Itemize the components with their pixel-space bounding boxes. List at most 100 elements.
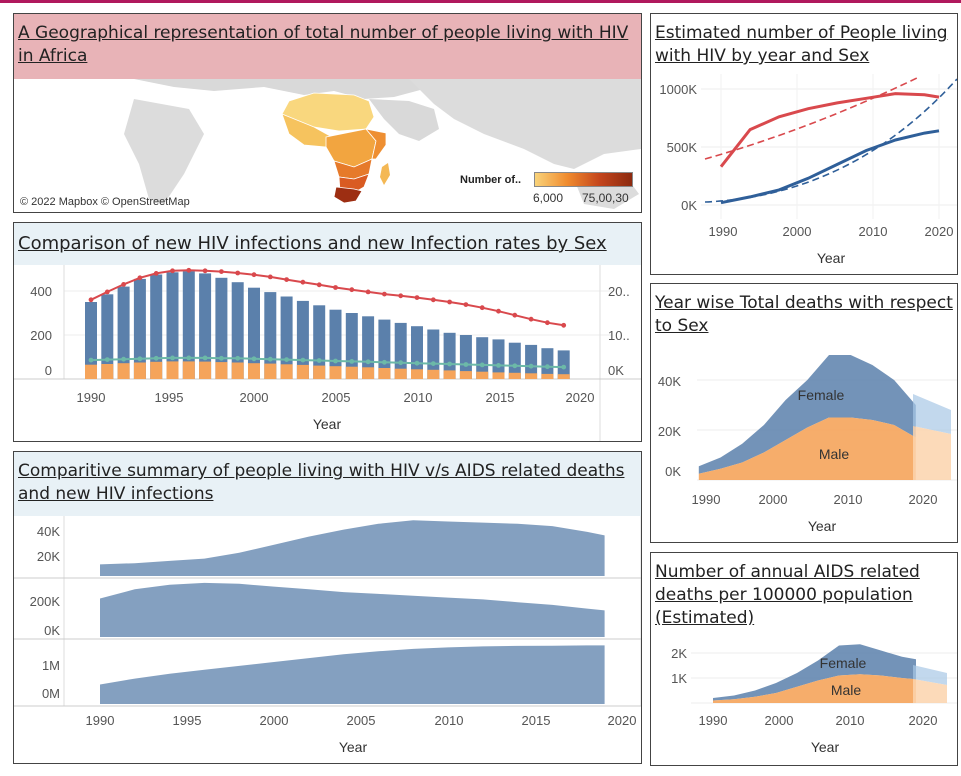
cmp-bar-orange-2011[interactable] xyxy=(427,369,440,379)
cmp-bar-blue-2001[interactable] xyxy=(264,292,277,379)
cmp-bar-orange-1994[interactable] xyxy=(150,361,163,379)
estimated-title[interactable]: Estimated number of People living with H… xyxy=(655,23,948,66)
cmp-rate-point-1-1996[interactable] xyxy=(186,355,192,361)
cmp-rate-point-0-2011[interactable] xyxy=(430,297,436,303)
cmp-bar-blue-1993[interactable] xyxy=(133,278,146,379)
cmp-bar-orange-2015[interactable] xyxy=(492,372,505,379)
cmp-bar-orange-2018[interactable] xyxy=(541,373,554,379)
cmp-bar-blue-2013[interactable] xyxy=(459,335,472,379)
cmp-bar-orange-1990[interactable] xyxy=(85,364,97,379)
cmp-rate-point-1-1993[interactable] xyxy=(137,356,143,362)
cmp-rate-point-0-1993[interactable] xyxy=(137,275,143,281)
cmp-rate-point-1-1990[interactable] xyxy=(88,357,94,363)
cmp-rate-point-0-1992[interactable] xyxy=(121,282,126,287)
cmp-rate-point-0-2013[interactable] xyxy=(463,302,469,307)
cmp-rate-point-0-2016[interactable] xyxy=(512,312,518,318)
cmp-rate-point-1-2000[interactable] xyxy=(251,356,257,362)
cmp-rate-point-0-1996[interactable] xyxy=(186,267,192,273)
cmp-bar-orange-2004[interactable] xyxy=(313,365,326,379)
cmp-bar-orange-1993[interactable] xyxy=(133,362,146,380)
cmp-rate-point-1-2007[interactable] xyxy=(365,359,371,365)
cmp-bar-orange-2006[interactable] xyxy=(345,366,358,379)
cmp-bar-blue-2007[interactable] xyxy=(362,316,375,379)
ds-area-female[interactable] xyxy=(698,355,916,474)
summary-chart[interactable]: 40K 20K 200K 0K 1M 0M 1990 1995 2000 200… xyxy=(14,516,641,764)
cmp-bars-group[interactable] xyxy=(85,271,570,379)
cmp-bar-orange-2014[interactable] xyxy=(476,371,489,379)
cmp-rate-point-0-2009[interactable] xyxy=(398,293,404,299)
comparison-chart[interactable]: 400 200 0 20.. 10.. 0K 1990 1995 2000 20… xyxy=(14,265,641,441)
cmp-bar-orange-1998[interactable] xyxy=(215,362,228,379)
cmp-bar-blue-1997[interactable] xyxy=(199,273,212,379)
cmp-rate-point-1-1994[interactable] xyxy=(153,355,159,361)
cmp-bar-orange-2008[interactable] xyxy=(378,368,391,379)
africa-map[interactable] xyxy=(14,79,641,212)
cmp-rate-point-0-2003[interactable] xyxy=(300,279,306,285)
summary-panel[interactable]: Comparitive summary of people living wit… xyxy=(13,451,642,764)
cmp-bar-orange-1995[interactable] xyxy=(166,361,179,379)
summary-title[interactable]: Comparitive summary of people living wit… xyxy=(18,461,625,504)
cmp-rate-point-0-2004[interactable] xyxy=(316,282,322,288)
cmp-rate-point-1-2019[interactable] xyxy=(561,364,567,370)
cmp-rate-point-0-2018[interactable] xyxy=(545,320,550,326)
map-panel[interactable]: A Geographical representation of total n… xyxy=(13,13,642,213)
cmp-bar-orange-2017[interactable] xyxy=(525,373,538,379)
comparison-panel[interactable]: Comparison of new HIV infections and new… xyxy=(13,222,642,442)
cmp-bar-blue-2015[interactable] xyxy=(492,339,505,379)
cmp-bar-orange-2016[interactable] xyxy=(508,372,521,379)
cmp-bar-blue-1994[interactable] xyxy=(150,274,163,380)
cmp-bar-orange-1991[interactable] xyxy=(101,364,114,379)
cmp-bar-orange-2012[interactable] xyxy=(443,370,456,379)
est-series-blue[interactable] xyxy=(720,129,940,205)
deaths-sex-panel[interactable]: Year wise Total deaths with respect to S… xyxy=(650,283,958,543)
cmp-rate-point-0-2005[interactable] xyxy=(333,285,338,290)
cmp-bar-orange-2001[interactable] xyxy=(264,363,277,379)
cmp-rate-point-1-2016[interactable] xyxy=(512,363,518,369)
est-series-red[interactable] xyxy=(719,92,940,168)
cmp-rate-point-1-2003[interactable] xyxy=(300,357,306,363)
cmp-bar-orange-2010[interactable] xyxy=(411,369,423,379)
per100k-chart[interactable]: 2K 1K 1990 2000 2010 2020 Year Female Ma… xyxy=(651,633,957,766)
cmp-rate-point-1-2013[interactable] xyxy=(463,362,469,367)
cmp-lines-group[interactable] xyxy=(88,267,567,370)
cmp-rate-point-0-2015[interactable] xyxy=(496,308,501,314)
deaths-sex-chart[interactable]: 40K 20K 0K 1990 2000 2010 2020 Year Fema… xyxy=(651,342,957,542)
estimated-chart[interactable]: 1000K 500K 0K 1990 2000 2010 2020 Year xyxy=(651,74,957,274)
cmp-bar-orange-2013[interactable] xyxy=(459,371,472,379)
cmp-rate-point-1-2015[interactable] xyxy=(496,363,501,368)
cmp-bar-blue-2010[interactable] xyxy=(411,326,423,379)
cmp-bar-blue-2014[interactable] xyxy=(476,337,489,379)
cmp-bar-orange-2019[interactable] xyxy=(557,374,570,379)
cmp-rate-point-1-1991[interactable] xyxy=(104,357,110,362)
cmp-rate-point-0-2002[interactable] xyxy=(284,277,289,282)
cmp-rate-point-0-1995[interactable] xyxy=(170,268,175,274)
estimated-panel[interactable]: Estimated number of People living with H… xyxy=(650,13,958,275)
cmp-bar-orange-1996[interactable] xyxy=(182,361,195,379)
cmp-rate-point-0-1998[interactable] xyxy=(219,269,224,274)
cmp-bar-orange-1999[interactable] xyxy=(231,362,244,380)
cmp-bar-blue-2012[interactable] xyxy=(443,332,456,379)
cmp-bar-blue-2018[interactable] xyxy=(541,348,554,379)
comparison-title[interactable]: Comparison of new HIV infections and new… xyxy=(18,233,607,254)
cmp-rate-line-0[interactable] xyxy=(90,269,564,327)
cmp-bar-orange-2005[interactable] xyxy=(329,366,342,379)
cmp-bar-blue-1998[interactable] xyxy=(215,277,228,379)
cmp-bar-orange-2007[interactable] xyxy=(362,367,375,379)
cmp-rate-point-0-2006[interactable] xyxy=(349,287,355,293)
cmp-rate-point-0-2017[interactable] xyxy=(528,316,534,322)
pk-area-female[interactable] xyxy=(713,644,916,701)
cmp-bar-blue-2008[interactable] xyxy=(378,319,391,379)
cmp-rate-point-1-2018[interactable] xyxy=(545,364,550,370)
cmp-rate-point-0-1990[interactable] xyxy=(88,297,94,303)
cmp-bar-blue-2011[interactable] xyxy=(427,329,440,380)
cmp-rate-point-1-2001[interactable] xyxy=(267,356,273,362)
cmp-rate-point-1-1992[interactable] xyxy=(121,356,126,362)
cmp-rate-point-0-2010[interactable] xyxy=(414,295,420,300)
cmp-rate-point-1-1999[interactable] xyxy=(235,355,241,361)
cmp-rate-point-0-1999[interactable] xyxy=(235,270,241,276)
cmp-rate-point-0-1991[interactable] xyxy=(104,289,110,295)
cmp-bar-blue-2006[interactable] xyxy=(345,313,358,379)
cmp-rate-point-0-2001[interactable] xyxy=(267,274,273,280)
cmp-rate-point-1-2008[interactable] xyxy=(382,359,387,365)
cmp-bar-orange-2002[interactable] xyxy=(280,364,293,379)
